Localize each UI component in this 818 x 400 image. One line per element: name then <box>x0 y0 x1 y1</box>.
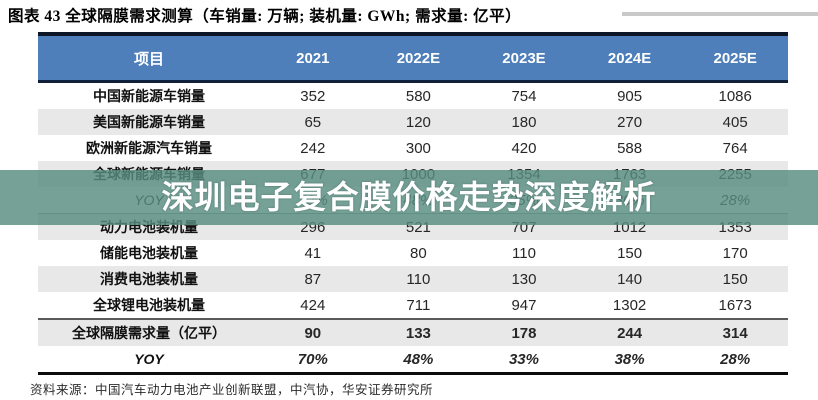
table-cell: 110 <box>406 270 431 288</box>
table-top-border <box>38 32 788 36</box>
table-row: 消费电池装机量 87 110 130 140 150 <box>38 266 788 292</box>
table-row-yoy: YOY 70% 48% 33% 38% 28% <box>38 346 788 372</box>
column-header: 2024E <box>607 49 652 67</box>
watermark-band <box>0 170 818 225</box>
table-cell: 1673 <box>718 296 752 314</box>
row-label: 中国新能源车销量 <box>93 90 205 105</box>
table-row: 全球锂电池装机量 424 711 947 1302 1673 <box>38 292 788 318</box>
table-cell: 764 <box>722 139 748 157</box>
source-note: 资料来源：中国汽车动力电池产业创新联盟，中汽协，华安证券研究所 <box>30 383 434 397</box>
table-row: 美国新能源车销量 65 120 180 270 405 <box>38 109 788 135</box>
table-cell: 242 <box>300 139 326 157</box>
table-cell: 1086 <box>718 87 752 105</box>
table-row: 欧洲新能源汽车销量 242 300 420 588 764 <box>38 135 788 161</box>
title-rule <box>622 12 818 16</box>
table-cell: 28% <box>720 350 751 368</box>
table-cell: 120 <box>405 113 431 131</box>
table-cell: 420 <box>511 139 537 157</box>
figure-title: 图表 43 全球隔膜需求测算（车销量: 万辆; 装机量: GWh; 需求量: 亿… <box>8 8 522 25</box>
table-row: 储能电池装机量 41 80 110 150 170 <box>38 240 788 266</box>
table-cell: 38% <box>614 350 645 368</box>
table-cell: 947 <box>511 296 537 314</box>
table-cell: 754 <box>511 87 537 105</box>
table-cell: 130 <box>511 270 537 288</box>
table-cell: 180 <box>511 113 537 131</box>
table-cell: 1302 <box>612 296 647 314</box>
table-cell: 33% <box>508 350 539 368</box>
table-cell: 711 <box>406 296 431 314</box>
column-header: 2023E <box>502 49 546 67</box>
table-cell: 150 <box>722 270 748 288</box>
table-row-total-demand: 全球隔膜需求量（亿平） 90 133 178 244 314 <box>38 318 788 346</box>
table-cell: 178 <box>511 324 537 342</box>
table-cell: 150 <box>617 244 643 262</box>
table-cell: 70% <box>297 350 328 368</box>
table-bottom-border <box>38 372 788 375</box>
table-cell: 110 <box>512 244 536 262</box>
watermark-text: 深圳电子复合膜价格走势深度解析 <box>161 179 657 215</box>
table-cell: 580 <box>405 87 431 105</box>
header-underline <box>38 80 788 83</box>
row-label: 消费电池装机量 <box>100 273 198 288</box>
row-label: 全球隔膜需求量（亿平） <box>72 327 226 342</box>
table-cell: 41 <box>304 244 322 262</box>
table-cell: 314 <box>722 324 748 342</box>
column-header: 2022E <box>396 49 441 67</box>
table-cell: 405 <box>722 113 748 131</box>
table-cell: 65 <box>304 113 322 131</box>
table-cell: 905 <box>617 87 643 105</box>
table-cell: 87 <box>304 270 322 288</box>
table-cell: 90 <box>304 324 322 342</box>
table-cell: 244 <box>617 324 643 342</box>
table-cell: 140 <box>617 270 643 288</box>
row-label: 储能电池装机量 <box>100 247 198 262</box>
table-cell: 170 <box>722 244 748 262</box>
table-row: 中国新能源车销量 352 580 754 905 1086 <box>38 83 788 109</box>
table-header-row: 项目 2021 2022E 2023E 2024E 2025E <box>38 36 788 80</box>
table-cell: 48% <box>403 350 434 368</box>
table-cell: 300 <box>405 139 431 157</box>
column-header: 项目 <box>133 51 164 68</box>
table-cell: 133 <box>405 324 431 342</box>
column-header: 2021 <box>296 49 330 67</box>
table-cell: 270 <box>617 113 643 131</box>
row-label: 全球锂电池装机量 <box>93 299 205 314</box>
table-cell: 80 <box>410 244 427 262</box>
row-label: 欧洲新能源汽车销量 <box>86 142 212 157</box>
row-label: 美国新能源车销量 <box>93 116 205 131</box>
column-header: 2025E <box>713 49 757 67</box>
table-cell: 424 <box>300 296 326 314</box>
demand-table: 项目 2021 2022E 2023E 2024E 2025E 中国新能源车销量… <box>38 32 788 375</box>
row-label: YOY <box>134 351 164 367</box>
table-cell: 352 <box>300 87 326 105</box>
table-cell: 588 <box>617 139 643 157</box>
